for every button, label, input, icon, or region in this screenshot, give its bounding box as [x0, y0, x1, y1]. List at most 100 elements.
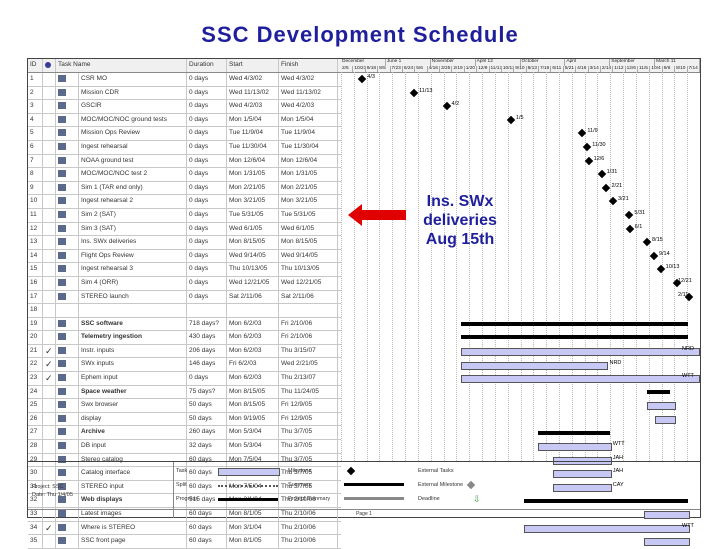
task-name: MOC/MOC/NOC ground tests [79, 113, 187, 127]
grid-icon [58, 129, 66, 137]
milestone-marker[interactable] [597, 169, 606, 179]
task-bar[interactable] [538, 443, 612, 452]
task-type-icon [56, 140, 79, 154]
grid-icon [58, 278, 66, 286]
task-bar[interactable] [553, 470, 612, 479]
task-bar[interactable] [460, 361, 609, 370]
task-id: 8 [28, 168, 43, 181]
task-finish: Mon 1/5/04 [279, 113, 338, 127]
summary-bar[interactable] [460, 335, 689, 340]
summary-bar[interactable] [523, 498, 689, 503]
task-name: Ingest rehearsal [79, 140, 187, 154]
table-row[interactable]: 14 Flight Ops Review 0 days Wed 9/14/05 Wed … [28, 249, 341, 264]
table-row[interactable]: 19 SSC software 718 days? Mon 6/2/03 Fri 2/1… [28, 317, 341, 332]
milestone-date-label: 9/14 [658, 250, 670, 257]
table-row[interactable]: 25 Swx browser 50 days Mon 8/15/05 Fri 12/9/… [28, 399, 341, 413]
task-bar[interactable] [553, 484, 612, 492]
table-row[interactable]: 21 ✓ Instr. inputs 206 days Mon 6/2/03 Thu 3/… [28, 344, 341, 359]
table-row[interactable]: 4 MOC/MOC/NOC ground tests 0 days Mon 1/5/0… [28, 113, 341, 128]
table-row[interactable]: 28 DB input 32 days Mon 5/3/04 Thu 3/7/05 [28, 440, 341, 454]
task-id: 10 [28, 195, 43, 208]
table-row[interactable]: 33 Latest images 60 days Mon 8/1/05 Thu 2/10… [28, 508, 341, 522]
gridline [366, 72, 368, 461]
milestone-marker[interactable] [642, 237, 652, 247]
grid-icon [58, 102, 66, 110]
task-name: Instr. inputs [79, 344, 187, 358]
milestone-marker[interactable] [625, 210, 634, 220]
table-row[interactable]: 9 Sim 1 (TAR end only) 0 days Mon 2/21/05 Mo… [28, 181, 341, 196]
table-row[interactable]: 17 STEREO launch 0 days Sat 2/11/06 Sat 2/11… [28, 290, 341, 305]
milestone-marker[interactable] [649, 251, 659, 261]
task-duration: 0 days [187, 276, 227, 290]
table-row[interactable]: 11 Sim 2 (SAT) 0 days Tue 5/31/05 Tue 5/31/0… [28, 208, 341, 223]
task-bar[interactable] [646, 402, 676, 411]
table-row[interactable]: 7 NOAA ground test 0 days Mon 12/6/04 Mon 12… [28, 154, 341, 169]
resource-label: JAH [612, 468, 624, 475]
task-indicator [43, 154, 56, 168]
table-row[interactable]: 3 GSCIR 0 days Wed 4/2/03 Wed 4/2/03 [28, 100, 341, 114]
task-bar[interactable] [643, 511, 691, 520]
gridline [533, 72, 535, 461]
table-row[interactable]: 6 Ingest rehearsal 0 days Tue 11/30/04 Tue 1… [28, 140, 341, 155]
resource-label: NRD [609, 359, 622, 366]
milestone-date-label: 5/31 [634, 210, 646, 216]
task-bar[interactable] [523, 524, 691, 533]
table-row[interactable]: 35 SSC front page 60 days Mon 8/1/05 Thu 2/1… [28, 535, 341, 549]
table-row[interactable]: 12 Sim 3 (SAT) 0 days Wed 6/1/05 Wed 6/1/05 [28, 222, 341, 237]
timeline-day: 1/20 [465, 65, 478, 72]
table-row[interactable]: 29 Stereo catalog 60 days Mon 7/5/04 Thu 3/7… [28, 453, 341, 468]
task-name: Archive [79, 426, 187, 440]
table-row[interactable]: 1 CSR MO 0 days Wed 4/3/02 Wed 4/3/02 [28, 73, 341, 87]
task-type-icon [56, 358, 79, 372]
task-id: 13 [28, 236, 43, 249]
task-id: 23 [28, 372, 43, 385]
task-indicator [43, 222, 56, 236]
table-row[interactable]: 2 Mission CDR 0 days Wed 11/13/02 Wed 11/13/… [28, 86, 341, 101]
table-row[interactable]: 18 [28, 304, 341, 318]
grid-icon [58, 482, 66, 490]
summary-bar[interactable] [538, 430, 610, 435]
grid-icon [58, 374, 66, 382]
milestone-marker[interactable] [656, 265, 665, 274]
table-row[interactable]: 23 ✓ Ephem input 0 days Mon 6/2/03 Thu 2/13/0… [28, 372, 341, 386]
task-indicator [43, 331, 56, 344]
task-bar[interactable] [553, 456, 612, 465]
deadline-arrow-icon: ⇩ [473, 494, 481, 504]
table-row[interactable]: 5 Mission Ops Review 0 days Tue 11/9/04 Tue … [28, 127, 341, 141]
table-row[interactable]: 34 ✓ Where is STEREO 60 days Mon 3/1/04 Thu 2… [28, 521, 341, 536]
task-type-icon [56, 467, 79, 480]
task-bar[interactable] [460, 375, 700, 384]
task-start: Mon 9/19/05 [227, 412, 279, 426]
task-duration: 60 days [187, 535, 227, 548]
milestone-marker[interactable] [584, 156, 593, 165]
summary-bar[interactable] [460, 321, 689, 326]
task-start: Mon 6/2/03 [227, 372, 279, 385]
table-row[interactable]: 26 display 50 days Mon 9/19/05 Fri 12/9/05 [28, 412, 341, 427]
task-table: ID Task Name Duration Start Finish 1 CSR … [28, 59, 341, 549]
legend-task-label: Task [176, 468, 188, 474]
deliveries-callout: Ins. SWx deliveries Aug 15th [410, 192, 510, 249]
milestone-date-label: 11/30 [592, 142, 606, 148]
task-duration: 60 days [187, 508, 227, 521]
task-bar[interactable] [655, 416, 676, 424]
task-bar[interactable] [460, 348, 700, 356]
table-row[interactable]: 27 Archive 260 days Mon 5/3/04 Thu 3/7/05 [28, 426, 341, 441]
table-row[interactable]: 24 Space weather 75 days? Mon 8/15/05 Thu 11… [28, 385, 341, 400]
task-start: Mon 2/21/05 [227, 181, 279, 195]
table-row[interactable]: 20 Telemetry ingestion 430 days Mon 6/2/03 F… [28, 331, 341, 345]
resource-label: CAY [612, 482, 624, 488]
callout-line-2: deliveries [423, 212, 497, 229]
milestone-marker[interactable] [625, 224, 634, 233]
col-indicator-header [43, 59, 56, 72]
milestone-marker[interactable] [358, 74, 367, 84]
table-row[interactable]: 16 Sim 4 (ORR) 0 days Wed 12/21/05 Wed 12/21… [28, 276, 341, 291]
summary-bar[interactable] [646, 389, 671, 394]
task-type-icon [56, 86, 79, 100]
grid-icon [58, 360, 66, 368]
timeline-month: October [521, 59, 566, 66]
table-row[interactable]: 22 ✓ SWx inputs 146 days Fri 6/2/03 Wed 2/21/… [28, 358, 341, 373]
table-row[interactable]: 13 Ins. SWx deliveries 0 days Mon 8/15/05 Mo… [28, 236, 341, 250]
